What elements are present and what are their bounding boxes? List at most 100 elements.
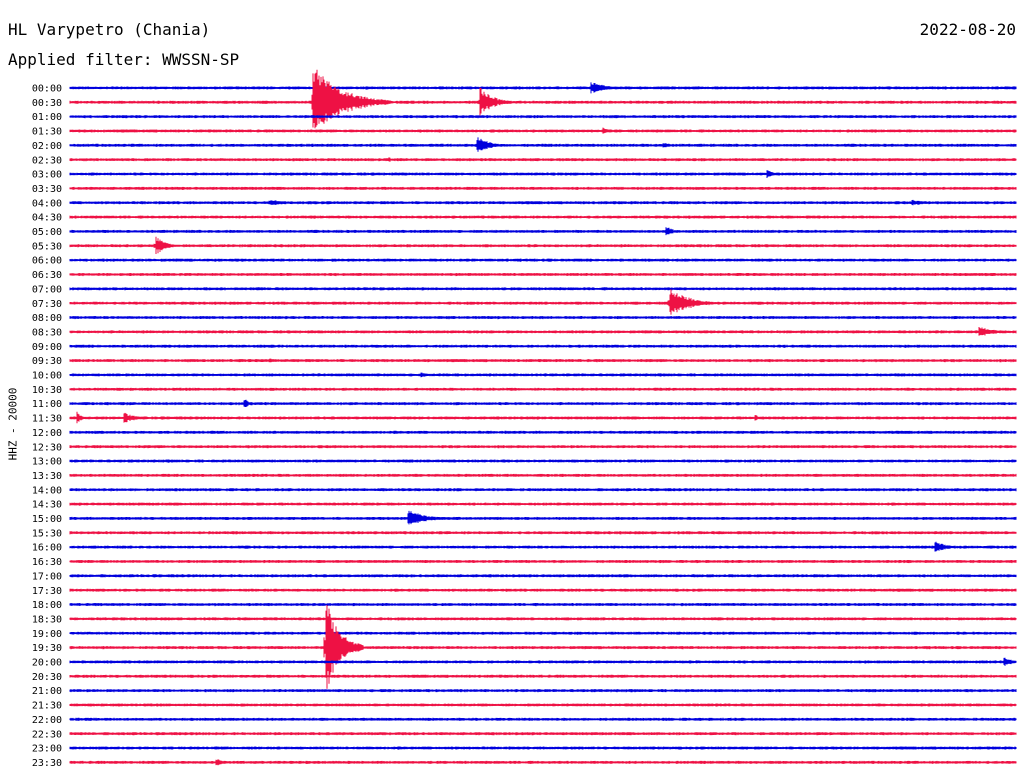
trace-row-2200 <box>69 717 1017 721</box>
time-tick-2130: 21:30 <box>32 701 62 712</box>
date-label: 2022-08-20 <box>919 20 1016 39</box>
trace-row-0900 <box>69 344 1017 348</box>
time-tick-labels: 00:00 00:30 01:00 01:30 02:00 02:30 03:00 03:30… <box>32 84 62 769</box>
trace-row-1430 <box>69 502 1017 506</box>
trace-row-0600 <box>69 258 1017 262</box>
time-tick-0800: 08:00 <box>32 313 62 324</box>
time-tick-1300: 13:00 <box>32 457 62 468</box>
time-tick-1630: 16:30 <box>32 557 62 568</box>
trace-row-1500 <box>69 510 1017 525</box>
time-tick-1800: 18:00 <box>32 600 62 611</box>
time-tick-1030: 10:30 <box>32 385 62 396</box>
trace-row-2130 <box>69 703 1017 707</box>
trace-row-1930 <box>69 605 1017 689</box>
trace-row-1400 <box>69 488 1017 492</box>
trace-row-0530 <box>69 236 1017 254</box>
trace-row-0030 <box>69 69 1017 129</box>
time-tick-0500: 05:00 <box>32 227 62 238</box>
time-tick-1830: 18:30 <box>32 614 62 625</box>
time-tick-0630: 06:30 <box>32 270 62 281</box>
time-tick-0300: 03:00 <box>32 170 62 181</box>
trace-row-0700 <box>69 287 1017 291</box>
time-tick-1130: 11:30 <box>32 414 62 425</box>
trace-row-1200 <box>69 430 1017 434</box>
seismic-traces <box>69 69 1017 766</box>
time-tick-0930: 09:30 <box>32 356 62 367</box>
time-tick-0330: 03:30 <box>32 184 62 195</box>
trace-row-2230 <box>69 732 1017 736</box>
trace-row-1530 <box>69 531 1017 535</box>
trace-row-1330 <box>69 473 1017 477</box>
time-tick-1230: 12:30 <box>32 442 62 453</box>
trace-row-0330 <box>69 186 1017 190</box>
trace-row-0430 <box>69 215 1017 219</box>
time-tick-0730: 07:30 <box>32 299 62 310</box>
time-tick-1100: 11:00 <box>32 399 62 410</box>
trace-row-1900 <box>69 631 1017 635</box>
time-tick-0200: 02:00 <box>32 141 62 152</box>
time-tick-1730: 17:30 <box>32 586 62 597</box>
time-tick-2030: 20:30 <box>32 672 62 683</box>
trace-row-2030 <box>69 674 1017 678</box>
time-tick-0830: 08:30 <box>32 327 62 338</box>
time-tick-2000: 20:00 <box>32 658 62 669</box>
trace-row-0730 <box>69 289 1017 315</box>
trace-row-0800 <box>69 316 1017 320</box>
time-tick-1500: 15:00 <box>32 514 62 525</box>
time-tick-1900: 19:00 <box>32 629 62 640</box>
time-tick-2200: 22:00 <box>32 715 62 726</box>
time-tick-0230: 02:30 <box>32 155 62 166</box>
trace-row-2300 <box>69 746 1017 750</box>
time-tick-0430: 04:30 <box>32 213 62 224</box>
trace-row-0000 <box>69 82 1017 94</box>
time-tick-2230: 22:30 <box>32 729 62 740</box>
trace-row-1830 <box>69 617 1017 621</box>
time-tick-1600: 16:00 <box>32 543 62 554</box>
trace-row-2330 <box>69 759 1017 766</box>
trace-row-1600 <box>69 541 1017 552</box>
trace-row-0300 <box>69 170 1017 178</box>
time-tick-0600: 06:00 <box>32 256 62 267</box>
filter-label: Applied filter: WWSSN-SP <box>8 50 240 69</box>
trace-row-2100 <box>69 689 1017 693</box>
trace-row-1730 <box>69 588 1017 592</box>
time-tick-1930: 19:30 <box>32 643 62 654</box>
trace-row-1030 <box>69 387 1017 391</box>
trace-row-1230 <box>69 445 1017 449</box>
trace-row-1100 <box>69 399 1017 407</box>
time-tick-1400: 14:00 <box>32 485 62 496</box>
time-tick-2300: 23:00 <box>32 744 62 755</box>
time-tick-2330: 23:30 <box>32 758 62 769</box>
time-tick-0400: 04:00 <box>32 198 62 209</box>
trace-row-0230 <box>69 157 1017 162</box>
time-tick-1700: 17:00 <box>32 571 62 582</box>
trace-row-1700 <box>69 574 1017 578</box>
time-tick-1000: 10:00 <box>32 371 62 382</box>
time-tick-1530: 15:30 <box>32 528 62 539</box>
trace-row-0100 <box>69 115 1017 119</box>
station-title: HL Varypetro (Chania) <box>8 20 211 39</box>
time-tick-1430: 14:30 <box>32 500 62 511</box>
time-tick-0530: 05:30 <box>32 241 62 252</box>
trace-row-1800 <box>69 603 1017 607</box>
trace-row-0500 <box>69 227 1017 236</box>
trace-row-1630 <box>69 560 1017 564</box>
trace-row-0630 <box>69 273 1017 277</box>
time-tick-0900: 09:00 <box>32 342 62 353</box>
time-tick-0130: 01:30 <box>32 127 62 138</box>
trace-row-0400 <box>69 199 1017 206</box>
time-tick-0100: 01:00 <box>32 112 62 123</box>
time-tick-1330: 13:30 <box>32 471 62 482</box>
trace-row-1300 <box>69 459 1017 463</box>
trace-row-0130 <box>69 127 1017 134</box>
time-tick-0000: 00:00 <box>32 84 62 95</box>
trace-row-0830 <box>69 327 1017 336</box>
trace-row-2000 <box>69 657 1017 666</box>
trace-row-1130 <box>69 411 1017 424</box>
time-tick-0700: 07:00 <box>32 284 62 295</box>
trace-row-1000 <box>69 372 1017 378</box>
trace-row-0200 <box>69 137 1017 152</box>
trace-row-0930 <box>69 358 1017 363</box>
time-tick-0030: 00:30 <box>32 98 62 109</box>
